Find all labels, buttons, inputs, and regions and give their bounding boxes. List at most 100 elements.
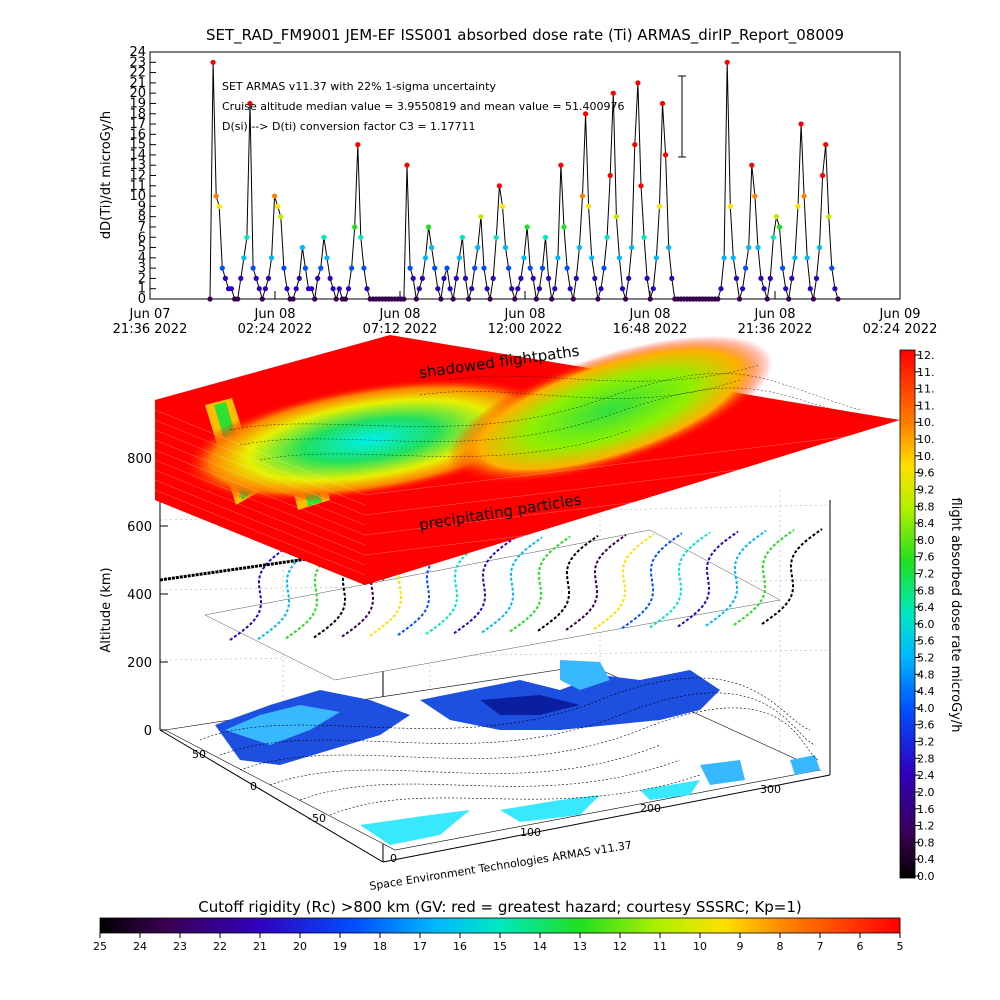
series-point (530, 275, 536, 281)
series-point (355, 142, 361, 148)
series-point (272, 193, 278, 199)
series-point (342, 296, 349, 302)
series-point (293, 286, 299, 292)
x-tick-label-date: Jun 07 (129, 307, 171, 322)
y-tick-label: 4 (138, 251, 146, 266)
altitude-tick-label: 0 (144, 724, 152, 739)
series-point (352, 224, 358, 230)
x-tick-label-date: Jun 08 (254, 307, 296, 322)
series-point (475, 244, 481, 251)
series-point (641, 234, 647, 240)
series-point (743, 265, 749, 271)
series-point (302, 265, 308, 271)
series-point (539, 265, 546, 271)
series-point (619, 286, 626, 292)
colorbar-tick-label: 7.6 (917, 551, 935, 564)
series-point (244, 234, 250, 240)
series-point (429, 244, 435, 251)
colorbar-tick-label: 6.8 (917, 584, 935, 597)
lat-tick-50: 50 (192, 748, 206, 761)
series-point (256, 286, 262, 292)
series-point (478, 214, 484, 220)
series-point (780, 265, 786, 271)
rigidity-tick-label: 15 (493, 940, 507, 953)
series-point (493, 234, 499, 240)
colorbar-tick-label: 1.2 (917, 820, 935, 833)
series-point (361, 265, 367, 271)
series-point (462, 275, 469, 281)
rigidity-tick-label: 18 (373, 940, 387, 953)
colorbar-tick-label: 12. (917, 349, 935, 362)
series-point (333, 296, 339, 302)
series-point (635, 80, 641, 86)
series-point (823, 142, 829, 148)
dose-colorbar: 0.0 0.4 0.8 1.2 1.6 2.0 2.4 2.8 3.2 3.6 4.0 4.4 4.8 5… (899, 349, 963, 883)
flight-track (453, 537, 515, 635)
y-tick-label: 21 (129, 76, 146, 91)
colorbar-tick-label: 3.2 (917, 736, 935, 749)
series-point (718, 286, 724, 292)
flight-track (537, 534, 599, 632)
series-point (213, 193, 219, 199)
series-point (502, 244, 509, 251)
rigidity-tick-label: 13 (573, 940, 587, 953)
series-point (589, 255, 595, 261)
colorbar-tick-label: 4.4 (917, 685, 935, 698)
y-tick-label: 12 (129, 169, 146, 184)
rigidity-tick-label: 17 (413, 940, 427, 953)
series-point (736, 296, 743, 302)
rigidity-tick-label: 8 (777, 940, 784, 953)
rigidity-tick-label: 16 (453, 940, 467, 953)
series-point (653, 255, 660, 261)
series-point (835, 296, 841, 302)
colorbar-tick-label: 1.6 (917, 803, 935, 816)
colorbar-tick-label: 2.8 (917, 752, 935, 765)
series-point (259, 296, 265, 302)
timeseries-series (207, 59, 841, 302)
colorbar-tick-label: 5.2 (917, 652, 935, 665)
series-point (786, 296, 792, 302)
series-point (804, 255, 810, 261)
colorbar-tick-label: 11. (917, 383, 935, 396)
series-point (595, 296, 601, 302)
colorbar-tick-label: 4.0 (917, 702, 935, 715)
lat-tick-0: 0 (250, 780, 257, 793)
altitude-tick-label: 400 (127, 588, 152, 603)
series-point (278, 214, 284, 220)
series-point (740, 286, 746, 292)
annotation-line1: SET ARMAS v11.37 with 22% 1-sigma uncert… (222, 80, 496, 93)
rigidity-colorbar-ticks: 25 24 23 22 21 20 19 18 17 16 15 14 13 12 11 10 9 8 7 6 5 (93, 933, 904, 953)
series-point (413, 296, 419, 302)
series-point (484, 286, 490, 292)
series-point (829, 265, 835, 271)
y-tick-label: 6 (138, 230, 146, 245)
series-point (783, 286, 789, 292)
series-point (426, 224, 432, 230)
x-tick-label-time: 02:24 2022 (238, 322, 313, 337)
series-point (235, 296, 241, 302)
series-point (241, 255, 247, 261)
x-tick-label-date: Jun 08 (754, 307, 796, 322)
colorbar-tick-label: 11. (917, 399, 935, 412)
series-point (506, 265, 512, 271)
world-map-base (164, 660, 821, 851)
flight-track (425, 538, 487, 635)
series-point (499, 203, 506, 209)
series-point (567, 286, 573, 292)
series-point (752, 193, 758, 199)
series-point (472, 265, 478, 271)
series-point (481, 265, 487, 271)
series-point (345, 286, 352, 292)
colorbar-tick-label: 2.0 (917, 786, 935, 799)
series-point (416, 286, 422, 292)
flight-track (733, 529, 795, 626)
series-point (776, 224, 783, 230)
series-point (330, 286, 336, 292)
series-point (758, 275, 764, 281)
series-point (312, 296, 318, 302)
y-tick-label: 14 (129, 148, 146, 163)
colorbar-tick-label: 8.8 (917, 500, 935, 513)
flight-track (621, 532, 683, 630)
